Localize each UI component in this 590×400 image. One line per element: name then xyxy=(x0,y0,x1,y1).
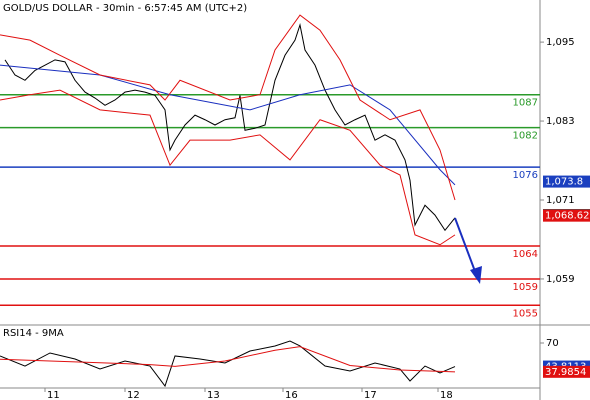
level-label: 1076 xyxy=(513,170,538,181)
y-tick-label: 70 xyxy=(546,338,559,349)
arrow xyxy=(454,217,477,275)
x-tick-label: 12 xyxy=(127,390,140,400)
series-line xyxy=(0,14,456,201)
plot: GOLD/US DOLLAR - 30min - 6:57:45 AM (UTC… xyxy=(0,3,590,400)
level-label: 1082 xyxy=(513,131,538,142)
series-line xyxy=(0,346,456,373)
price-badge xyxy=(543,365,590,378)
price-badge xyxy=(543,209,590,222)
price-badge-label: 1,068.62 xyxy=(545,211,590,222)
arrow-head xyxy=(470,266,482,284)
price-badge xyxy=(543,175,590,188)
price-badge-label: 37.9854 xyxy=(545,367,586,378)
series-line xyxy=(0,64,456,186)
y-tick-label: 1,059 xyxy=(546,274,575,285)
series-line xyxy=(4,23,456,232)
y-tick-label: 1,071 xyxy=(546,195,575,206)
series-line xyxy=(0,340,456,388)
x-tick-label: 17 xyxy=(364,390,377,400)
level-label: 1059 xyxy=(513,282,538,293)
series-line xyxy=(0,89,456,246)
y-tick-label: 1,083 xyxy=(546,116,575,127)
x-tick-label: 18 xyxy=(440,390,453,400)
x-tick-label: 16 xyxy=(285,390,298,400)
level-label: 1087 xyxy=(513,98,538,109)
chart-title: RSI14 - 9MA xyxy=(3,328,64,339)
y-tick-label: 1,095 xyxy=(546,37,575,48)
level-label: 1055 xyxy=(513,308,538,319)
chart-title: GOLD/US DOLLAR - 30min - 6:57:45 AM (UTC… xyxy=(3,3,247,14)
x-tick-label: 11 xyxy=(47,390,60,400)
price-badge-label: 1,073.8 xyxy=(545,177,583,188)
level-label: 1064 xyxy=(513,249,538,260)
x-tick-label: 13 xyxy=(207,390,220,400)
